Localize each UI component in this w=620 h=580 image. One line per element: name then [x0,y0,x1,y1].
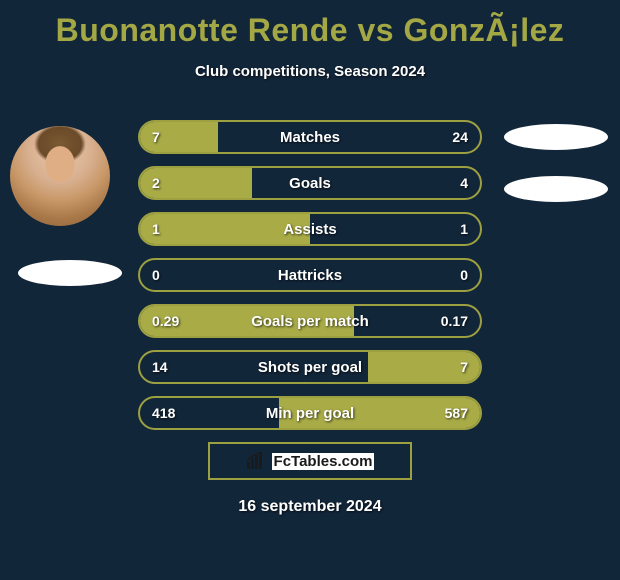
player-left-club-badge [18,260,122,286]
stat-value-left: 1 [152,214,160,244]
player-left-avatar [10,126,110,226]
stat-value-right: 1 [460,214,468,244]
stat-value-left: 418 [152,398,175,428]
stat-value-right: 0 [460,260,468,290]
date-text: 16 september 2024 [0,498,620,516]
page-title: Buonanotte Rende vs GonzÃ¡lez [0,0,620,49]
stat-fill-left [140,214,310,244]
stat-value-left: 14 [152,352,168,382]
stats-bars: 724Matches24Goals11Assists00Hattricks0.2… [138,120,482,442]
stat-value-right: 587 [445,398,468,428]
stat-row: 0 0Hattricks [138,258,482,292]
player-right-club-badge [504,176,608,202]
player-right-avatar [504,124,608,150]
brand-text: FcTables.com [272,453,375,470]
stat-row: 147Shots per goal [138,350,482,384]
stat-value-left: 0 [152,260,160,290]
stat-row: 24Goals [138,166,482,200]
stat-value-right: 0.17 [441,306,468,336]
stat-row: 418587Min per goal [138,396,482,430]
page-subtitle: Club competitions, Season 2024 [0,63,620,80]
stat-value-right: 7 [460,352,468,382]
stat-value-left: 7 [152,122,160,152]
comparison-card: Buonanotte Rende vs GonzÃ¡lez Club compe… [0,0,620,580]
bar-chart-icon [246,452,266,470]
stat-value-left: 0.29 [152,306,179,336]
stat-value-right: 4 [460,168,468,198]
brand-box: FcTables.com [208,442,412,480]
stat-value-left: 2 [152,168,160,198]
stat-row: 11Assists [138,212,482,246]
stat-row: 0.290.17Goals per match [138,304,482,338]
stat-value-right: 24 [452,122,468,152]
stat-row: 724Matches [138,120,482,154]
stat-label: Hattricks [140,260,480,290]
